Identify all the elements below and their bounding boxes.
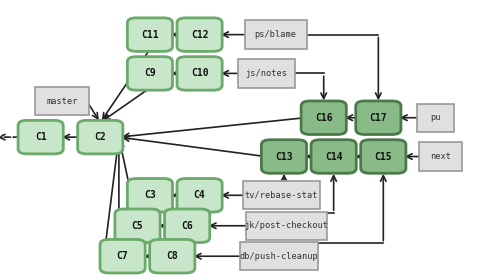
Text: C4: C4 <box>194 190 205 200</box>
Text: C9: C9 <box>144 68 156 78</box>
Text: tv/rebase-stat: tv/rebase-stat <box>245 191 318 200</box>
Text: C7: C7 <box>116 251 128 261</box>
FancyBboxPatch shape <box>311 140 356 173</box>
Text: jk/post-checkout: jk/post-checkout <box>244 221 328 230</box>
Text: db/push-cleanup: db/push-cleanup <box>240 252 318 261</box>
FancyBboxPatch shape <box>128 18 172 52</box>
FancyBboxPatch shape <box>240 242 318 270</box>
Text: C3: C3 <box>144 190 156 200</box>
Text: C10: C10 <box>191 68 208 78</box>
FancyBboxPatch shape <box>164 209 210 243</box>
Text: C14: C14 <box>325 152 342 161</box>
Text: C6: C6 <box>182 221 193 231</box>
FancyBboxPatch shape <box>360 140 406 173</box>
Text: C17: C17 <box>370 113 387 123</box>
FancyBboxPatch shape <box>100 239 145 273</box>
FancyBboxPatch shape <box>262 140 306 173</box>
FancyBboxPatch shape <box>128 57 172 90</box>
FancyBboxPatch shape <box>238 59 295 88</box>
FancyBboxPatch shape <box>356 101 401 135</box>
Text: C16: C16 <box>315 113 332 123</box>
Text: C13: C13 <box>275 152 293 161</box>
FancyBboxPatch shape <box>18 120 64 154</box>
Text: C12: C12 <box>191 30 208 40</box>
FancyBboxPatch shape <box>128 178 172 212</box>
Text: C15: C15 <box>374 152 392 161</box>
FancyBboxPatch shape <box>78 120 123 154</box>
Text: C11: C11 <box>141 30 158 40</box>
FancyBboxPatch shape <box>34 87 90 115</box>
Text: C2: C2 <box>94 132 106 142</box>
Text: next: next <box>430 152 451 161</box>
FancyBboxPatch shape <box>246 212 328 240</box>
FancyBboxPatch shape <box>243 181 320 209</box>
Text: pu: pu <box>430 113 440 122</box>
Text: master: master <box>46 97 78 106</box>
Text: ps/blame: ps/blame <box>254 30 296 39</box>
FancyBboxPatch shape <box>301 101 346 135</box>
FancyBboxPatch shape <box>177 57 222 90</box>
FancyBboxPatch shape <box>177 178 222 212</box>
Text: C8: C8 <box>166 251 178 261</box>
Text: C1: C1 <box>35 132 46 142</box>
FancyBboxPatch shape <box>244 20 306 49</box>
FancyBboxPatch shape <box>177 18 222 52</box>
Text: js/notes: js/notes <box>246 69 288 78</box>
FancyBboxPatch shape <box>420 142 462 171</box>
FancyBboxPatch shape <box>417 104 454 132</box>
Text: C5: C5 <box>132 221 143 231</box>
FancyBboxPatch shape <box>115 209 160 243</box>
FancyBboxPatch shape <box>150 239 195 273</box>
